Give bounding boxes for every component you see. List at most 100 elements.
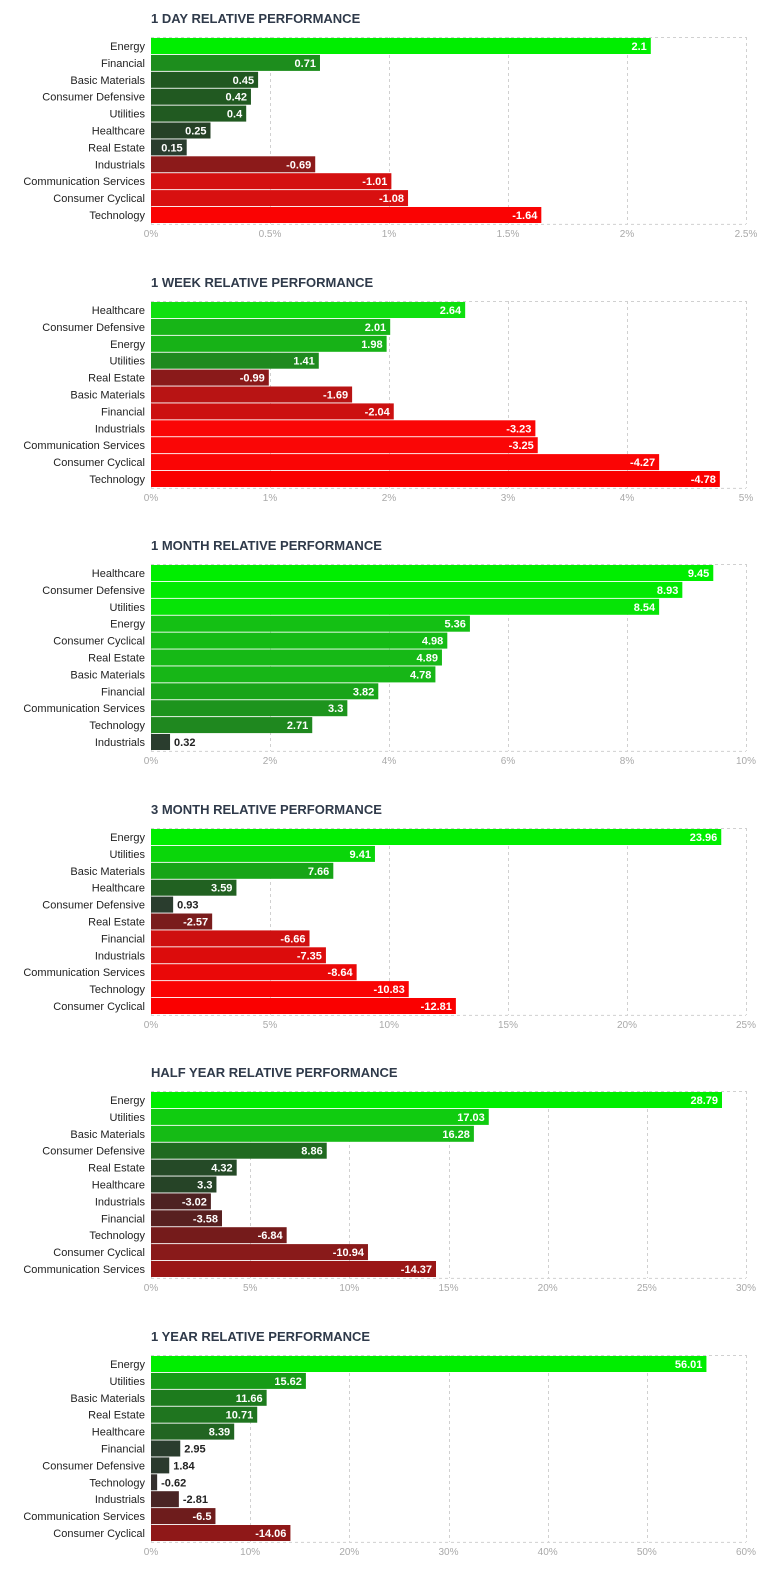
category-label: Healthcare [92, 568, 145, 580]
category-label: Consumer Cyclical [53, 193, 145, 205]
tick-label: 10% [379, 1019, 399, 1030]
tick-label: 0% [144, 492, 159, 503]
category-label: Energy [110, 1359, 145, 1371]
value-label: 8.93 [657, 585, 678, 597]
category-label: Energy [110, 41, 145, 53]
bar [151, 1423, 235, 1440]
category-label: Real Estate [88, 1163, 145, 1175]
category-label: Technology [89, 984, 145, 996]
category-label: Basic Materials [70, 669, 145, 681]
value-label: 23.96 [690, 832, 718, 844]
category-label: Healthcare [92, 126, 145, 138]
value-label: 4.32 [211, 1163, 232, 1175]
category-label: Utilities [110, 1112, 146, 1124]
bar [151, 565, 714, 581]
value-label: -3.02 [182, 1196, 207, 1208]
bar [151, 632, 448, 649]
tick-label: 0% [144, 1019, 159, 1030]
tick-label: 8% [620, 756, 635, 767]
bar [151, 1490, 179, 1507]
category-label: Energy [110, 338, 145, 350]
value-label: 2.1 [632, 41, 647, 53]
value-label: -10.83 [374, 984, 405, 996]
chart-plot: 0% 0.5% 1% 1.5% 2% 2.5% Energy 2.1 Financial 0.71… [23, 37, 758, 240]
bar [151, 470, 720, 487]
tick-label: 3% [501, 492, 516, 503]
tick-label: 20% [538, 1283, 558, 1294]
category-label: Financial [101, 933, 145, 945]
tick-label: 2.5% [735, 229, 758, 240]
bar [151, 1176, 217, 1193]
bar [151, 335, 387, 352]
category-label: Consumer Defensive [42, 585, 145, 597]
value-label: 4.89 [417, 653, 438, 665]
chart-plot: 0% 1% 2% 3% 4% 5% Healthcare 2.64 Consumer Defen… [23, 300, 753, 503]
bar [151, 963, 357, 980]
bar [151, 615, 470, 632]
bar [151, 649, 442, 666]
chart-panel: 1 YEAR RELATIVE PERFORMANCE 0% 10% 20% 30% 40… [0, 1318, 781, 1564]
tick-label: 2% [620, 229, 635, 240]
bar [151, 929, 310, 946]
bar [151, 1372, 306, 1389]
category-label: Technology [89, 720, 145, 732]
bar [151, 845, 375, 862]
category-label: Energy [110, 832, 145, 844]
value-label: -0.99 [240, 372, 265, 384]
category-label: Consumer Cyclical [53, 1528, 145, 1540]
category-label: Technology [89, 210, 145, 222]
value-label: -1.69 [323, 389, 348, 401]
category-label: Consumer Defensive [42, 1460, 145, 1472]
value-label: -2.57 [183, 916, 208, 928]
tick-label: 4% [620, 492, 635, 503]
bar [151, 734, 171, 750]
bar [151, 1473, 158, 1490]
bar [151, 1092, 723, 1108]
chart-panel: 3 MONTH RELATIVE PERFORMANCE 0% 5% 10% 15% 20… [0, 791, 781, 1037]
chart-title: 1 DAY RELATIVE PERFORMANCE [151, 11, 361, 26]
tick-label: 5% [243, 1283, 258, 1294]
value-label: 8.86 [301, 1146, 322, 1158]
tick-label: 10% [240, 1546, 260, 1557]
chart-plot: 0% 5% 10% 15% 20% 25% 30% Energy 28.79 Utilities 1… [23, 1091, 756, 1294]
category-label: Real Estate [88, 1409, 145, 1421]
tick-label: 25% [736, 1019, 756, 1030]
bar [151, 946, 326, 963]
value-label: 28.79 [690, 1095, 718, 1107]
category-label: Consumer Defensive [42, 1146, 145, 1158]
value-label: 3.3 [328, 703, 343, 715]
bar [151, 1244, 368, 1261]
value-label: -1.64 [512, 210, 538, 222]
category-label: Real Estate [88, 142, 145, 154]
category-label: Basic Materials [70, 865, 145, 877]
value-label: 3.82 [353, 686, 374, 698]
category-label: Consumer Defensive [42, 321, 145, 333]
category-label: Utilities [110, 602, 146, 614]
bar [151, 190, 409, 207]
tick-label: 5% [263, 1019, 278, 1030]
category-label: Healthcare [92, 1180, 145, 1192]
category-label: Utilities [110, 355, 146, 367]
value-label: -2.04 [365, 406, 391, 418]
bar [151, 54, 320, 71]
category-label: Consumer Cyclical [53, 1001, 145, 1013]
chart-plot: 0% 10% 20% 30% 40% 50% 60% Energy 56.01 Utilities… [23, 1354, 756, 1557]
category-label: Consumer Defensive [42, 92, 145, 104]
bar [151, 105, 247, 122]
tick-label: 0% [144, 229, 159, 240]
value-label: 0.25 [185, 126, 206, 138]
chart-panel: 1 MONTH RELATIVE PERFORMANCE 0% 2% 4% 6% 8% 10… [0, 527, 781, 773]
bar [151, 386, 353, 402]
value-label: 0.32 [174, 737, 195, 749]
category-label: Financial [101, 1443, 145, 1455]
bar [151, 88, 251, 105]
value-label: -0.69 [286, 159, 311, 171]
category-label: Basic Materials [70, 1129, 145, 1141]
category-label: Industrials [95, 1494, 146, 1506]
category-label: Communication Services [23, 1264, 145, 1276]
bar [151, 352, 319, 369]
value-label: 2.01 [365, 321, 386, 333]
bar [151, 1159, 237, 1176]
chart-panel: HALF YEAR RELATIVE PERFORMANCE 0% 5% 10% 15%… [0, 1054, 781, 1300]
tick-label: 15% [498, 1019, 518, 1030]
